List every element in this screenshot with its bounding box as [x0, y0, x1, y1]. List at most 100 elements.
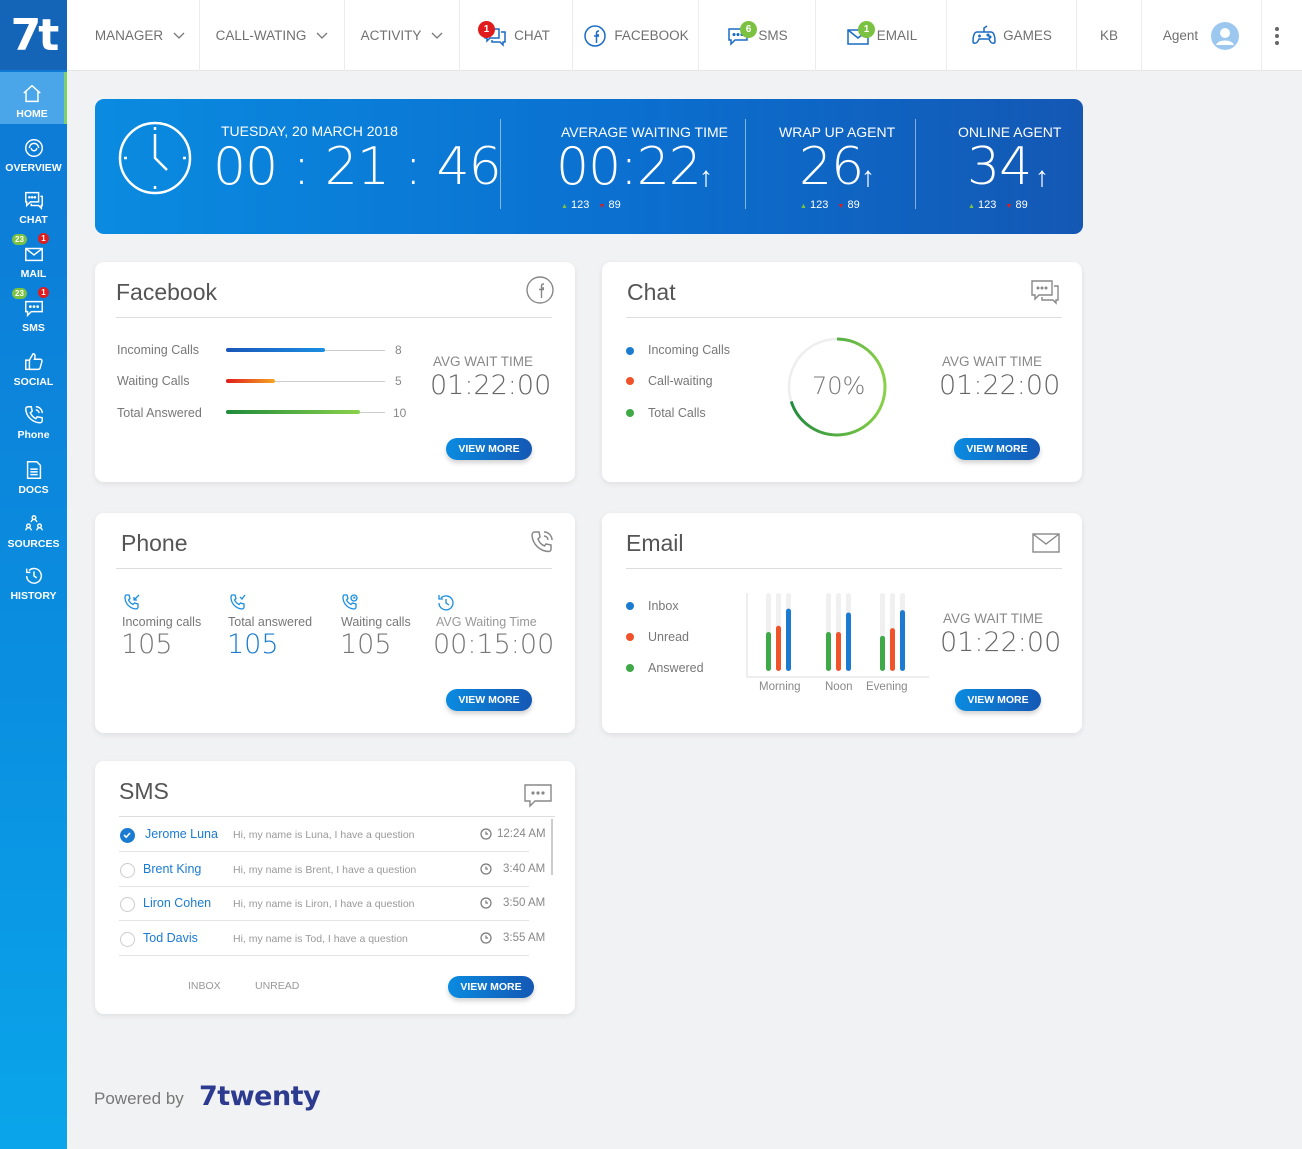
sidebar-item-sms[interactable]: 23 1 SMS — [0, 286, 67, 338]
clock-icon — [480, 828, 492, 840]
fb-waiting-label: Waiting Calls — [117, 374, 190, 388]
wrap-up-trend: ▲ 123 ▼ 89 — [800, 199, 860, 211]
facebook-card: Facebook Incoming Calls 8 Waiting Calls … — [95, 262, 575, 482]
chat-view-more-button[interactable]: VIEW MORE — [954, 438, 1040, 460]
facebook-view-more-button[interactable]: VIEW MORE — [446, 438, 532, 460]
legend-dot — [626, 347, 634, 355]
sms-message: Hi, my name is Liron, I have a question — [233, 898, 415, 910]
tab-unread[interactable]: UNREAD — [255, 980, 300, 992]
chat-badge: 1 — [478, 21, 495, 38]
avg-waiting-label: AVERAGE WAITING TIME — [561, 124, 728, 140]
sidebar-item-label: SMS — [22, 322, 45, 334]
sidebar-item-docs[interactable]: DOCS — [0, 448, 67, 500]
online-agent-label: ONLINE AGENT — [958, 124, 1062, 140]
mail-icon — [1032, 533, 1060, 553]
more-vertical-icon — [1275, 26, 1279, 45]
nav-games-label: GAMES — [1003, 28, 1052, 43]
avg-wait-value: 01:22:00 — [940, 627, 1062, 658]
sms-message: Hi, my name is Luna, I have a question — [233, 829, 415, 841]
app-logo[interactable]: 7t — [0, 0, 67, 70]
select-radio[interactable] — [120, 897, 135, 912]
avg-waiting-value: 00:22 — [556, 137, 702, 197]
card-title: SMS — [119, 778, 169, 804]
nav-chat[interactable]: 1 CHAT — [460, 0, 573, 71]
fb-incoming-label: Incoming Calls — [117, 343, 199, 357]
nav-facebook[interactable]: FACEBOOK — [573, 0, 699, 71]
nav-kb[interactable]: KB — [1077, 0, 1142, 71]
more-menu-button[interactable] — [1262, 0, 1292, 71]
arrow-up-icon: ↑ — [861, 161, 875, 192]
sms-sender: Brent King — [143, 862, 202, 876]
sms-sender: Tod Davis — [143, 931, 198, 945]
sidebar-item-label: OVERVIEW — [5, 162, 62, 174]
divider — [915, 119, 916, 209]
sms-sender: Jerome Luna — [145, 827, 218, 841]
scrollbar[interactable] — [551, 819, 553, 875]
nav-games[interactable]: GAMES — [947, 0, 1077, 71]
bar-unread-noon — [836, 632, 841, 671]
sidebar-item-sources[interactable]: SOURCES — [0, 502, 67, 554]
nav-kb-label: KB — [1099, 28, 1118, 43]
select-radio[interactable] — [120, 828, 135, 843]
sms-view-more-button[interactable]: VIEW MORE — [448, 976, 534, 998]
divider — [119, 851, 529, 852]
email-view-more-button[interactable]: VIEW MORE — [955, 689, 1041, 711]
sidebar: 7t HOME OVERVIEW CHAT 23 1 MAIL 23 1 SMS… — [0, 0, 67, 1149]
x-tick-label: Morning — [759, 681, 801, 693]
card-title: Chat — [627, 279, 676, 305]
sidebar-item-overview[interactable]: OVERVIEW — [0, 126, 67, 178]
chevron-down-icon — [316, 32, 328, 39]
clock-icon — [480, 863, 492, 875]
bar-answered-noon — [826, 632, 831, 671]
nav-call-waiting[interactable]: CALL-WATING — [200, 0, 345, 71]
sms-time: 3:55 AM — [503, 932, 546, 944]
home-icon — [23, 84, 41, 103]
sources-icon — [24, 515, 43, 531]
sms-card: SMS Jerome Luna Hi, my name is Luna, I h… — [95, 761, 575, 1014]
document-icon — [26, 461, 41, 479]
legend-dot — [626, 602, 634, 610]
nav-sms[interactable]: 6 SMS — [699, 0, 816, 71]
nav-activity[interactable]: ACTIVITY — [345, 0, 460, 71]
chat-icon — [1031, 280, 1059, 305]
check-icon — [123, 832, 131, 839]
phone-view-more-button[interactable]: VIEW MORE — [446, 689, 532, 711]
sms-row[interactable]: Brent King Hi, my name is Brent, I have … — [95, 853, 553, 887]
sidebar-item-history[interactable]: HISTORY — [0, 554, 67, 606]
chat-card: Chat Incoming Calls Call-waiting Total C… — [602, 262, 1082, 482]
gauge-arc — [787, 337, 887, 437]
sidebar-item-home[interactable]: HOME — [0, 72, 67, 124]
email-badge: 1 — [858, 21, 875, 38]
phone-waiting-label: Waiting calls — [341, 615, 411, 629]
sidebar-item-mail[interactable]: 23 1 MAIL — [0, 232, 67, 284]
avg-waiting-trend: ▲ 123 ▼ 89 — [561, 199, 621, 211]
nav-email[interactable]: 1 EMAIL — [816, 0, 947, 71]
sidebar-item-chat[interactable]: CHAT — [0, 178, 67, 230]
chat-legend-total: Total Calls — [648, 406, 706, 420]
facebook-icon — [526, 276, 554, 304]
sms-time: 3:50 AM — [503, 897, 546, 909]
nav-agent[interactable]: Agent — [1142, 0, 1262, 71]
select-radio[interactable] — [120, 932, 135, 947]
sidebar-item-phone[interactable]: Phone — [0, 393, 67, 445]
nav-manager-label: MANAGER — [94, 28, 164, 43]
select-radio[interactable] — [120, 863, 135, 878]
sms-row[interactable]: Jerome Luna Hi, my name is Luna, I have … — [95, 818, 553, 852]
legend-dot — [626, 409, 634, 417]
sidebar-item-social[interactable]: SOCIAL — [0, 340, 67, 392]
clock-icon — [480, 932, 492, 944]
sms-time: 3:40 AM — [503, 863, 546, 875]
fb-waiting-value: 5 — [395, 374, 402, 388]
nav-manager[interactable]: MANAGER — [81, 0, 200, 71]
sms-row[interactable]: Tod Davis Hi, my name is Tod, I have a q… — [95, 922, 553, 956]
divider — [119, 816, 555, 817]
sms-count-badge: 23 — [12, 288, 27, 299]
tab-inbox[interactable]: INBOX — [188, 980, 221, 992]
card-title: Email — [626, 530, 684, 556]
sms-row[interactable]: Liron Cohen Hi, my name is Liron, I have… — [95, 887, 553, 921]
history-icon — [438, 595, 454, 611]
fb-incoming-bar — [226, 348, 325, 352]
incoming-call-icon — [124, 594, 140, 610]
chat-legend-waiting: Call-waiting — [648, 374, 713, 388]
arrow-up-icon: ↑ — [1035, 161, 1049, 192]
